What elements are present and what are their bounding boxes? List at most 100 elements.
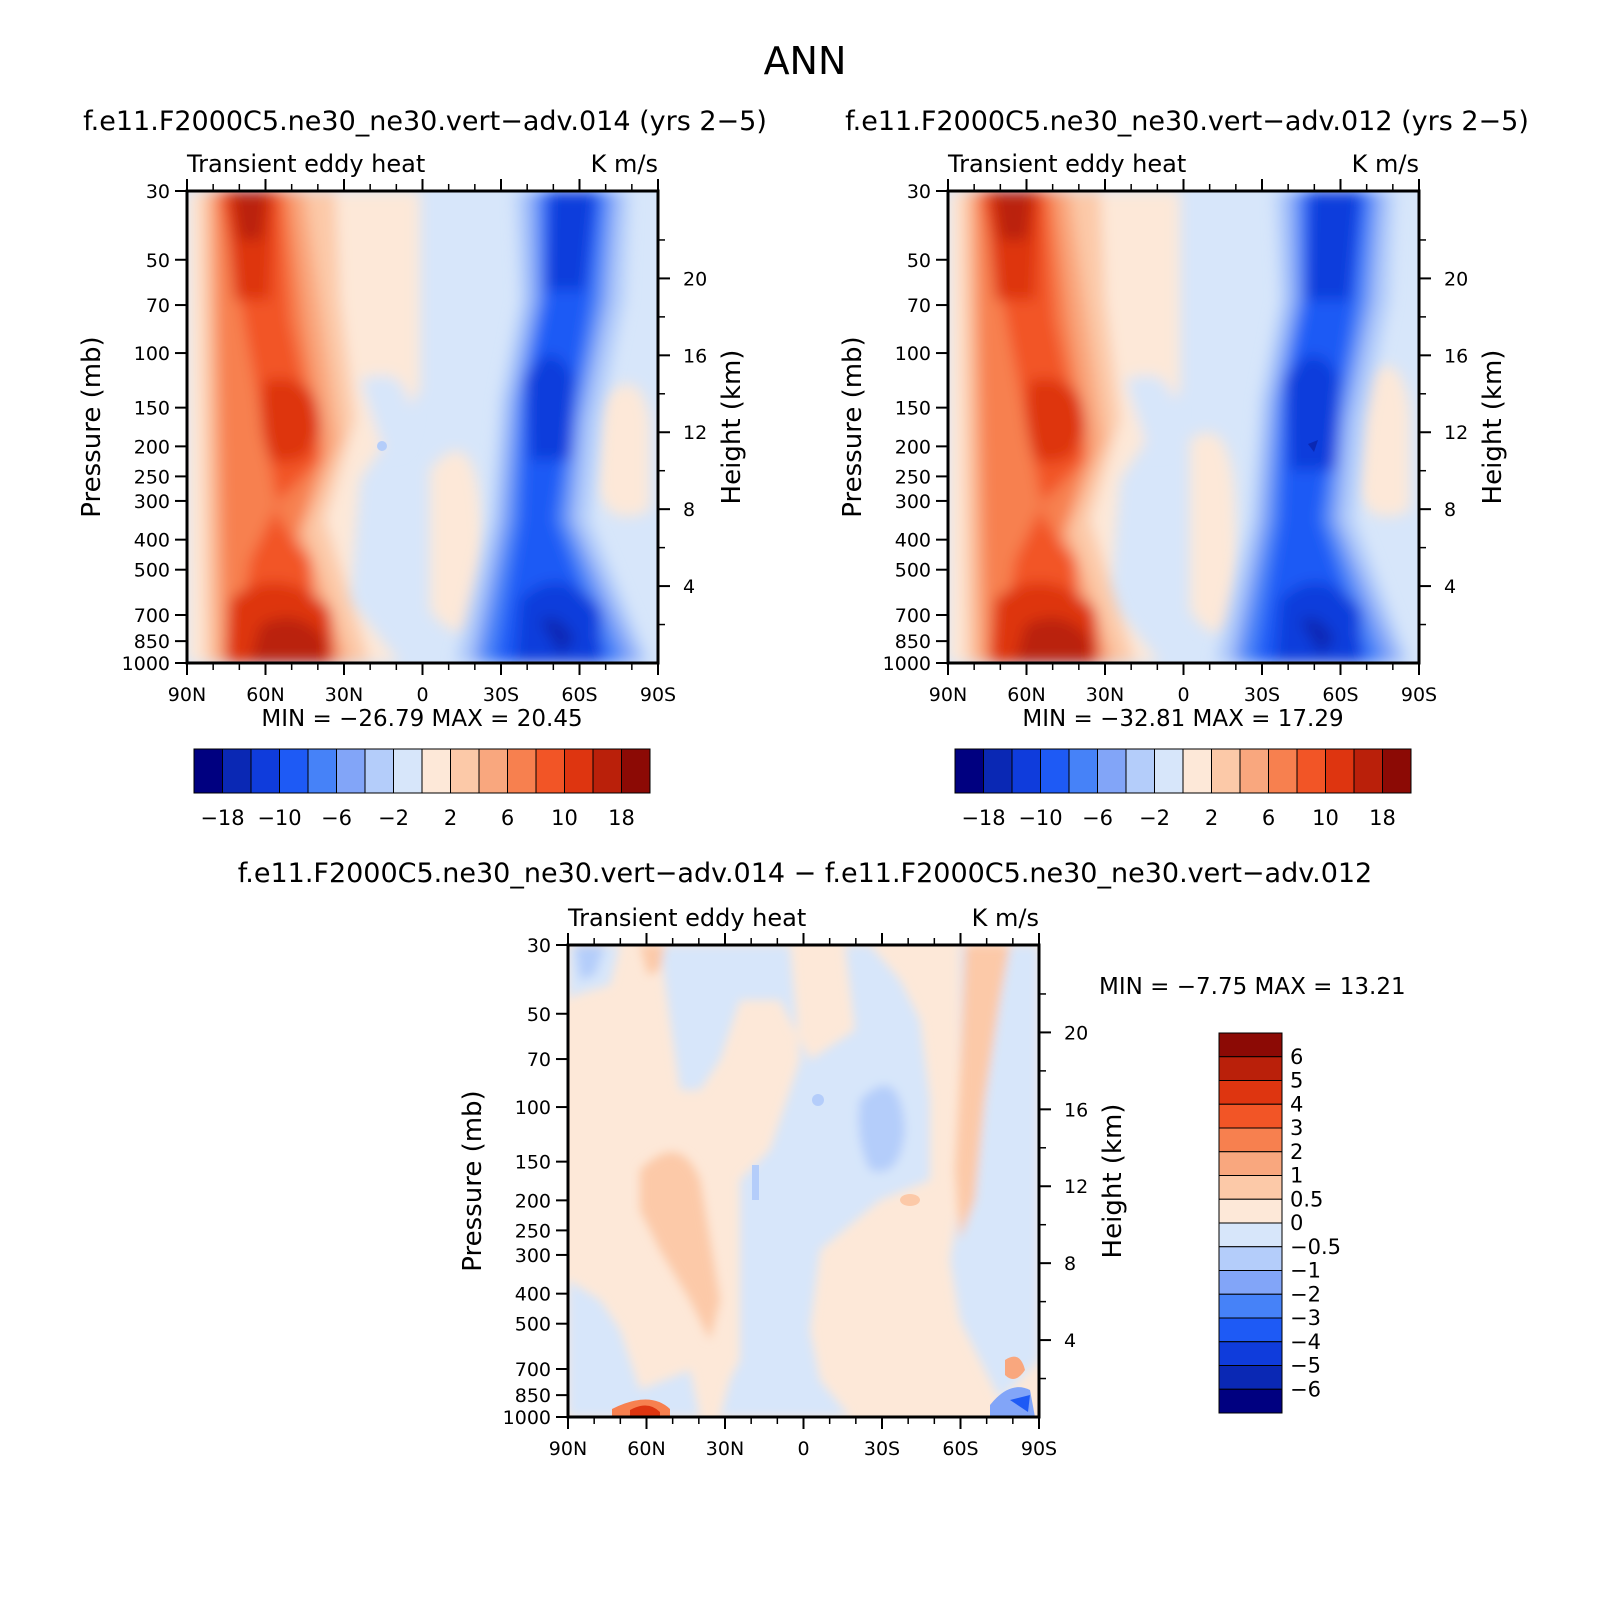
- pressure-tick-label: 500: [895, 560, 931, 582]
- lat-tick-label: 90S: [1401, 684, 1437, 706]
- min-max-readout: MIN = −26.79 MAX = 20.45: [261, 706, 582, 732]
- pressure-tick-label: 850: [515, 1385, 551, 1407]
- colorbar-label: −0.5: [1290, 1235, 1341, 1259]
- lat-tick-label: 30S: [483, 684, 519, 706]
- colorbar-swatch: [1218, 1175, 1283, 1200]
- pressure-tick-label: 70: [146, 295, 170, 317]
- colorbar-label: −18: [961, 806, 1005, 830]
- lat-tick-label: 0: [797, 1438, 809, 1460]
- colorbar-swatch: [1353, 748, 1383, 794]
- colorbar-swatch: [421, 748, 451, 794]
- panel-difference: f.e11.F2000C5.ne30_ne30.vert−adv.014 − f…: [238, 858, 1406, 1460]
- panel-model-014: f.e11.F2000C5.ne30_ne30.vert−adv.014 (yr…: [77, 106, 767, 830]
- colorbar-swatch: [1218, 1341, 1283, 1366]
- pressure-tick-label: 100: [515, 1097, 551, 1119]
- colorbar-label: 0: [1290, 1211, 1303, 1235]
- lat-tick-label: 30N: [706, 1438, 744, 1460]
- colorbar-label: −2: [1139, 806, 1170, 830]
- pressure-tick-label: 250: [515, 1220, 551, 1242]
- subtitle-left: Transient eddy heat: [567, 904, 806, 932]
- height-tick-label: 20: [683, 268, 707, 290]
- colorbar-label: 0.5: [1290, 1187, 1323, 1211]
- pressure-tick-label: 70: [907, 295, 931, 317]
- pressure-tick-label: 1000: [883, 653, 931, 675]
- pressure-tick-label: 150: [134, 398, 170, 420]
- colorbar-label: −6: [1290, 1377, 1321, 1401]
- colorbar-label: −6: [1082, 806, 1113, 830]
- pressure-tick-label: 30: [907, 181, 931, 203]
- lat-tick-label: 0: [1177, 684, 1189, 706]
- colorbar-label: 10: [1312, 806, 1339, 830]
- pressure-axis: 3050701001502002503004005007008501000481…: [122, 179, 707, 706]
- height-tick-label: 4: [683, 576, 695, 598]
- colorbar-swatch: [1218, 1056, 1283, 1081]
- colorbar-swatch: [450, 748, 480, 794]
- lat-tick-label: 30N: [1086, 684, 1124, 706]
- pressure-tick-label: 1000: [122, 653, 170, 675]
- subtitle-left: Transient eddy heat: [186, 150, 425, 178]
- panel-title: f.e11.F2000C5.ne30_ne30.vert−adv.014 − f…: [238, 858, 1373, 889]
- lat-tick-label: 90N: [929, 684, 967, 706]
- subtitle-units: K m/s: [1352, 150, 1419, 178]
- pressure-tick-label: 150: [515, 1152, 551, 1174]
- colorbar-label: −2: [378, 806, 409, 830]
- colorbar-swatch: [1296, 748, 1326, 794]
- pressure-tick-label: 250: [134, 466, 170, 488]
- pressure-tick-label: 200: [895, 436, 931, 458]
- pressure-tick-label: 700: [895, 605, 931, 627]
- pressure-tick-label: 850: [134, 631, 170, 653]
- min-max-readout: MIN = −32.81 MAX = 17.29: [1022, 706, 1343, 732]
- lat-tick-label: 60N: [1007, 684, 1045, 706]
- lat-tick-label: 30S: [864, 1438, 900, 1460]
- subtitle-left: Transient eddy heat: [947, 150, 1186, 178]
- pressure-tick-label: 400: [515, 1284, 551, 1306]
- colorbar-label: 6: [1262, 806, 1275, 830]
- colorbar-swatch: [983, 748, 1013, 794]
- min-max-readout: MIN = −7.75 MAX = 13.21: [1099, 974, 1406, 1000]
- pressure-axis: 3050701001502002503004005007008501000481…: [883, 179, 1468, 706]
- height-tick-label: 16: [683, 345, 707, 367]
- colorbar-swatch: [1218, 1246, 1283, 1271]
- colorbar-label: −5: [1290, 1354, 1321, 1378]
- pressure-tick-label: 30: [527, 935, 551, 957]
- pressure-tick-label: 50: [146, 250, 170, 272]
- height-tick-label: 12: [683, 422, 707, 444]
- height-tick-label: 16: [1064, 1099, 1088, 1121]
- page-title: ANN: [764, 39, 847, 83]
- colorbar-swatch: [1218, 1080, 1283, 1105]
- colorbar-swatch: [1218, 1293, 1283, 1319]
- colorbar: −18 −10 −6 −2 2 6 10 18: [193, 748, 651, 830]
- colorbar-swatch: [507, 748, 537, 794]
- pressure-tick-label: 50: [527, 1004, 551, 1026]
- lat-tick-label: 90N: [549, 1438, 587, 1460]
- pressure-tick-label: 500: [515, 1314, 551, 1336]
- height-tick-label: 4: [1064, 1330, 1076, 1352]
- colorbar-swatch: [364, 748, 394, 794]
- lat-tick-label: 60S: [942, 1438, 978, 1460]
- pressure-tick-label: 200: [134, 436, 170, 458]
- colorbar-swatch: [250, 748, 280, 794]
- y-axis-label: Pressure (mb): [838, 336, 868, 517]
- colorbar-swatch: [1040, 748, 1070, 794]
- colorbar-swatch: [621, 748, 651, 794]
- subtitle-units: K m/s: [972, 904, 1039, 932]
- colorbar-swatch: [592, 748, 622, 794]
- colorbar-swatch: [1011, 748, 1041, 794]
- lat-tick-label: 90N: [168, 684, 206, 706]
- subtitle-units: K m/s: [591, 150, 658, 178]
- panel-title: f.e11.F2000C5.ne30_ne30.vert−adv.014 (yr…: [83, 106, 767, 137]
- colorbar-swatch: [1218, 1103, 1283, 1129]
- colorbar-label: −18: [200, 806, 244, 830]
- colorbar-swatch: [564, 748, 594, 794]
- pressure-tick-label: 50: [907, 250, 931, 272]
- pressure-tick-label: 1000: [503, 1407, 551, 1429]
- colorbar-swatch: [1211, 748, 1241, 794]
- height-tick-label: 12: [1444, 422, 1468, 444]
- pressure-tick-label: 500: [134, 560, 170, 582]
- height-tick-label: 4: [1444, 576, 1456, 598]
- lat-tick-label: 60S: [1322, 684, 1358, 706]
- colorbar-swatch: [1239, 748, 1269, 794]
- height-tick-label: 8: [683, 499, 695, 521]
- pressure-tick-label: 300: [134, 491, 170, 513]
